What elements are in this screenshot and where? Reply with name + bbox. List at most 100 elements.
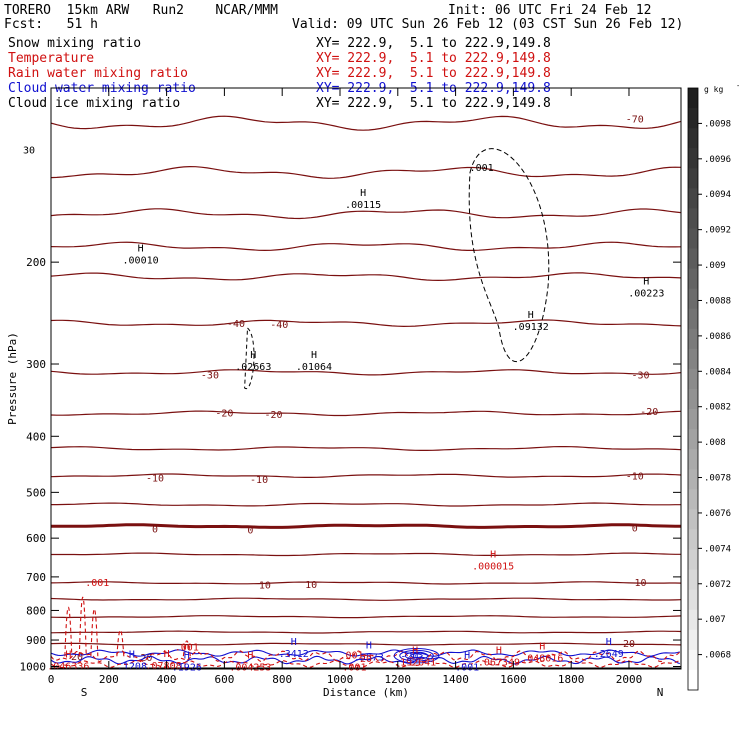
legend-xy-cloud-ice: XY= 222.9, 5.1 to 222.9,149.8 [316, 96, 551, 111]
extremum-value: .004253 [229, 663, 271, 674]
label-layer: H.00010H.00115H.00223H.09132H.02663H.010… [23, 145, 664, 673]
x-axis-label: Distance (km) [323, 686, 409, 699]
colorbar-unit-exponent: -1 [736, 82, 740, 90]
legend-name-temperature: Temperature [8, 51, 95, 66]
temperature-contour [51, 581, 681, 585]
colorbar-swatch [688, 429, 698, 450]
colorbar-swatch [688, 609, 698, 631]
temperature-contour [51, 597, 681, 601]
colorbar-swatch [688, 629, 698, 651]
colorbar-label: .009 [704, 261, 726, 271]
rain-contour [51, 650, 681, 663]
x-tick-label: 800 [272, 673, 292, 686]
extremum-marker: H [65, 649, 71, 660]
rain-spike [64, 606, 73, 657]
colorbar-swatch [688, 348, 698, 370]
y-tick-label: 400 [26, 430, 46, 443]
colorbar-swatch [688, 549, 698, 571]
cloud-water-core [393, 648, 440, 664]
extremum-value: .048016 [521, 654, 563, 665]
colorbar-label: .007 [704, 615, 726, 625]
temperature-label: -30 [632, 371, 650, 382]
extremum-marker: H [366, 641, 372, 652]
extremum-value: .00223 [628, 289, 664, 300]
colorbar-swatch [688, 368, 698, 390]
temperature-contour [51, 272, 681, 282]
extremum-marker: H [412, 645, 418, 656]
extremum-value: .2649 [594, 649, 624, 660]
extremum-marker: H [129, 649, 135, 660]
colorbar-swatch [688, 268, 698, 290]
temperature-label: 20 [71, 652, 83, 663]
cloud-ice-contour [244, 327, 255, 389]
colorbar-swatch [688, 168, 698, 189]
colorbar-label: .0074 [704, 544, 731, 554]
temperature-contour [51, 502, 681, 507]
temperature-label: -30 [201, 371, 219, 382]
extremum-marker: H [539, 642, 545, 653]
temperature-contour [51, 369, 681, 376]
colorbar-swatch [688, 389, 698, 410]
temperature-label: -20 [264, 410, 282, 421]
cloud-water-core [410, 653, 423, 659]
temperature-contour [51, 630, 681, 634]
extremum-marker: H [247, 651, 253, 662]
temperature-label: -10 [250, 475, 268, 486]
extremum-marker: H [464, 651, 470, 662]
south-endpoint-label: S [81, 686, 88, 699]
extremum-value: .09132 [513, 322, 549, 333]
colorbar-swatch [688, 409, 698, 430]
model-title: TORERO 15km ARW Run2 NCAR/MMM [4, 3, 278, 18]
contour-label: .001 [175, 642, 199, 653]
rain-spike [78, 597, 87, 657]
colorbar-swatch [688, 669, 698, 691]
colorbar-swatch [688, 128, 698, 149]
colorbar-swatch [688, 288, 698, 310]
extremum-marker: H [643, 277, 649, 288]
colorbar-label: .0068 [704, 651, 731, 661]
temperature-label: 10 [305, 580, 317, 591]
cloud-ice-contour [468, 148, 550, 363]
x-tick-label: 0 [48, 673, 55, 686]
temperature-contour [51, 115, 681, 131]
temperature-label: 20 [623, 639, 635, 650]
temperature-contour [51, 523, 681, 529]
plot-frame [50, 87, 682, 670]
temperature-contour [51, 208, 681, 220]
y-tick-label: 300 [26, 358, 46, 371]
extremum-value: .00115 [345, 200, 381, 211]
rain-spike [182, 640, 191, 657]
colorbar-swatch [688, 188, 698, 209]
contour-label: .001 [85, 578, 109, 589]
colorbar-swatch [688, 449, 698, 470]
temperature-contour [51, 615, 681, 619]
colorbar-frame [687, 87, 699, 691]
temperature-contour [51, 241, 681, 252]
extremum-marker: H [490, 549, 496, 560]
extremum-marker: H [138, 243, 144, 254]
y-tick-label: 200 [26, 256, 46, 269]
colorbar-swatch [688, 228, 698, 250]
colorbar: .0098 .0096 .0094 .0092 .009 .0088 .0086 .0084.… [687, 82, 740, 691]
colorbar-label: .0096 [704, 155, 731, 165]
contour-label: 20 [360, 654, 372, 665]
temperature-contour [51, 473, 681, 478]
colorbar-swatch [688, 148, 698, 169]
contour-label: .001 [470, 163, 494, 174]
x-tick-label: 1000 [327, 673, 354, 686]
cloud-water-core [399, 649, 434, 662]
legend-name-rain: Rain water mixing ratio [8, 66, 189, 81]
init-time: Init: 06 UTC Fri 24 Feb 12 [448, 3, 652, 18]
colorbar-label: .0076 [704, 509, 731, 519]
temperature-contour [51, 410, 681, 417]
x-tick-label: 1400 [442, 673, 469, 686]
contour-label: .001 [340, 650, 364, 661]
legend-name-cloud-ice: Cloud ice mixing ratio [8, 96, 181, 111]
extremum-marker: H [496, 645, 502, 656]
y-tick-label: 700 [26, 571, 46, 584]
rain-contour [51, 659, 680, 668]
x-tick-label: 600 [214, 673, 234, 686]
valid-time: Valid: 09 UTC Sun 26 Feb 12 (03 CST Sun … [292, 17, 684, 32]
cloud-water-contour [51, 655, 681, 665]
